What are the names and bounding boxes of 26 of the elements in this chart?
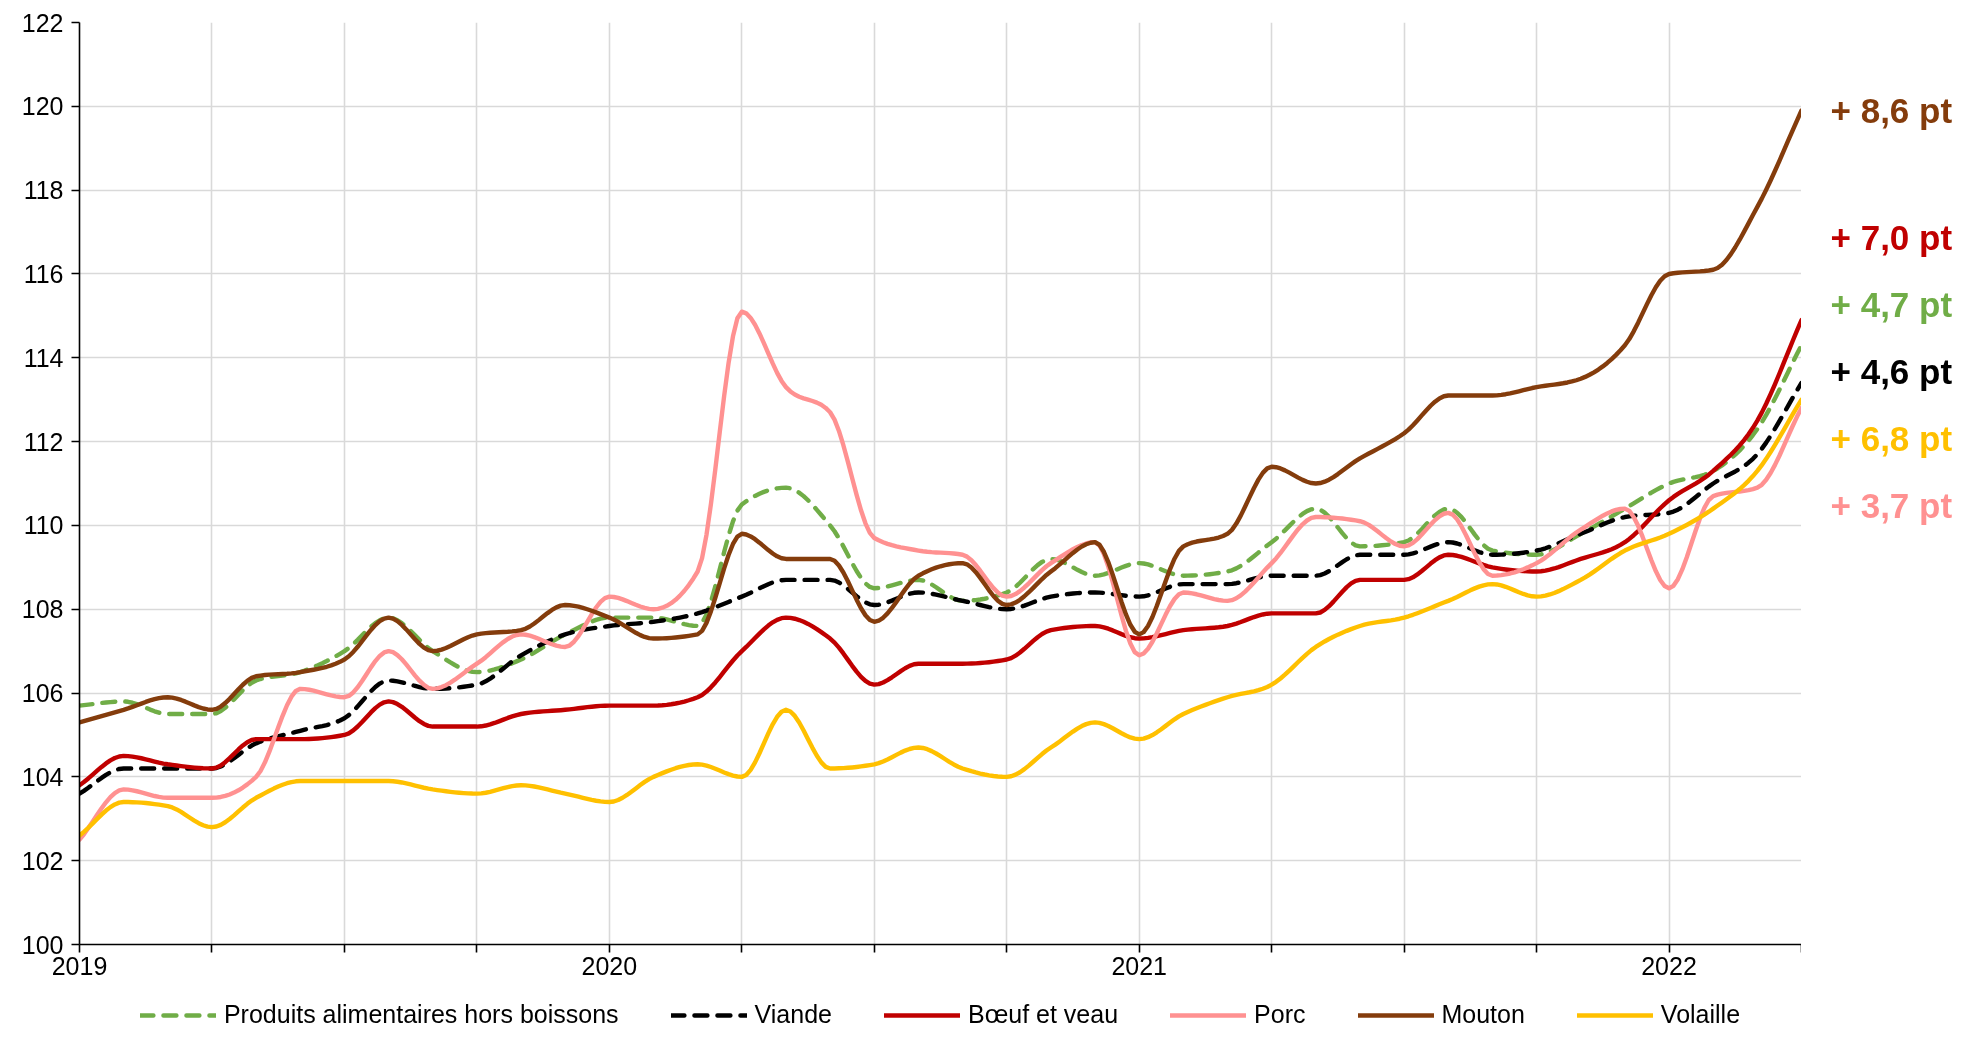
legend-label: Porc [1254,1000,1306,1029]
legend-label: Volaille [1660,1000,1741,1029]
annotation: + 4,7 pt [1830,284,1953,324]
y-tick-label: 102 [21,846,64,875]
y-tick-label: 118 [23,176,64,205]
annotation: + 4,6 pt [1830,351,1953,391]
y-tick-label: 114 [23,343,64,372]
y-tick-label: 104 [21,762,64,791]
legend-label: Mouton [1441,1000,1525,1029]
y-tick-label: 110 [23,511,64,540]
y-tick-label: 112 [23,427,64,456]
legend-label: Viande [754,1000,832,1029]
y-tick-label: 120 [21,92,64,121]
y-tick-label: 106 [21,679,64,708]
legend-label: Produits alimentaires hors boissons [223,1000,619,1029]
legend-label: Bœuf et veau [967,1000,1119,1029]
y-tick-label: 108 [21,595,64,624]
annotation: + 6,8 pt [1830,418,1953,458]
y-tick-label: 122 [21,8,64,37]
annotation: + 3,7 pt [1830,485,1953,525]
annotation: + 8,6 pt [1830,91,1953,131]
x-tick-label: 2022 [1641,951,1697,980]
y-tick-label: 116 [23,259,64,288]
x-tick-label: 2021 [1111,951,1168,980]
annotation: + 7,0 pt [1830,217,1953,257]
x-tick-label: 2020 [581,951,638,980]
